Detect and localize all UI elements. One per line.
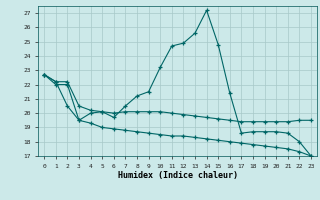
X-axis label: Humidex (Indice chaleur): Humidex (Indice chaleur) [118, 171, 238, 180]
